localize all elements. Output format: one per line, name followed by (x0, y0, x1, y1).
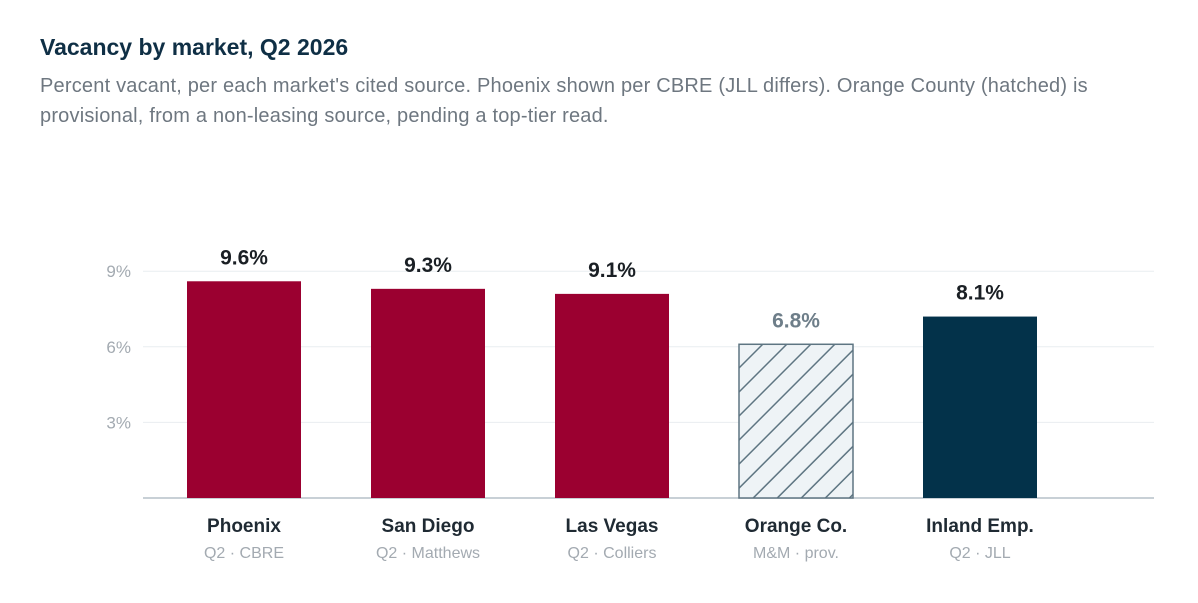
category-label: Las Vegas (566, 516, 659, 537)
y-tick-label: 6% (106, 338, 131, 357)
bar-value-label: 6.8% (772, 309, 820, 332)
category-label: Phoenix (207, 516, 281, 537)
source-label: Q2 · JLL (949, 545, 1010, 562)
bar-value-label: 9.1% (588, 259, 636, 282)
bar-value-label: 9.6% (220, 246, 268, 269)
bar-las-vegas (555, 293, 669, 498)
category-label: San Diego (382, 516, 475, 537)
y-tick-label: 9% (106, 262, 131, 281)
bar-orange-co (738, 343, 854, 499)
chart-subtitle: Percent vacant, per each market's cited … (40, 75, 1088, 127)
source-label: M&M · prov. (753, 545, 839, 562)
source-label: Q2 · Colliers (568, 545, 657, 562)
category-label: Inland Emp. (926, 516, 1034, 537)
bar-value-label: 8.1% (956, 282, 1004, 305)
source-label: Q2 · CBRE (204, 545, 284, 562)
chart-title: Vacancy by market, Q2 2026 (40, 34, 349, 60)
source-label: Q2 · Matthews (376, 545, 480, 562)
bar-phoenix (187, 281, 301, 498)
bar-value-label: 9.3% (404, 254, 452, 277)
category-label: Orange Co. (745, 516, 847, 537)
bar-san-diego (371, 288, 485, 498)
y-tick-label: 3% (106, 413, 131, 432)
bar-inland-emp (923, 316, 1037, 498)
